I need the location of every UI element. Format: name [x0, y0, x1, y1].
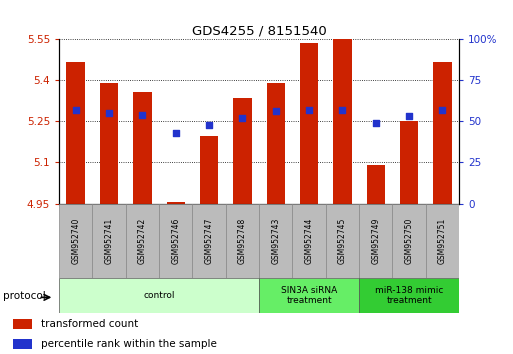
Point [371, 120, 380, 126]
Text: GSM952750: GSM952750 [405, 217, 413, 264]
Bar [367, 165, 385, 204]
Bar [167, 202, 185, 204]
Bar [426, 204, 459, 278]
Text: miR-138 mimic
treatment: miR-138 mimic treatment [375, 286, 443, 305]
Point [138, 112, 147, 118]
Text: protocol: protocol [3, 291, 45, 301]
Bar [400, 121, 418, 204]
Text: GSM952746: GSM952746 [171, 217, 180, 264]
Text: SIN3A siRNA
treatment: SIN3A siRNA treatment [281, 286, 337, 305]
Text: percentile rank within the sample: percentile rank within the sample [41, 339, 217, 349]
Point [171, 130, 180, 136]
Bar [259, 204, 292, 278]
Bar [259, 278, 359, 313]
Bar [300, 43, 318, 204]
Text: GSM952748: GSM952748 [238, 218, 247, 264]
Text: GSM952742: GSM952742 [138, 218, 147, 264]
Bar [233, 98, 251, 204]
Text: GSM952741: GSM952741 [105, 218, 113, 264]
Bar [359, 278, 459, 313]
Point [71, 107, 80, 113]
Bar [200, 136, 218, 204]
Bar [326, 204, 359, 278]
Bar [292, 204, 326, 278]
Bar [13, 319, 32, 329]
Bar [13, 339, 32, 349]
Point [238, 115, 246, 121]
Text: GSM952744: GSM952744 [305, 217, 313, 264]
Text: GSM952740: GSM952740 [71, 217, 80, 264]
Bar [133, 92, 151, 204]
Text: transformed count: transformed count [41, 319, 139, 329]
Bar [333, 39, 351, 204]
Bar [126, 204, 159, 278]
Bar [67, 62, 85, 204]
Bar [192, 204, 226, 278]
Text: GSM952749: GSM952749 [371, 217, 380, 264]
Bar [59, 278, 259, 313]
Text: GSM952745: GSM952745 [338, 217, 347, 264]
Bar [159, 204, 192, 278]
Bar [92, 204, 126, 278]
Point [338, 107, 346, 113]
Bar [392, 204, 426, 278]
Text: GSM952743: GSM952743 [271, 217, 280, 264]
Point [305, 107, 313, 113]
Point [205, 122, 213, 127]
Point [105, 110, 113, 116]
Text: control: control [143, 291, 175, 300]
Bar [359, 204, 392, 278]
Bar [100, 83, 118, 204]
Bar [267, 83, 285, 204]
Title: GDS4255 / 8151540: GDS4255 / 8151540 [192, 25, 326, 38]
Point [405, 114, 413, 119]
Text: GSM952751: GSM952751 [438, 218, 447, 264]
Text: GSM952747: GSM952747 [205, 217, 213, 264]
Bar [433, 62, 451, 204]
Point [271, 109, 280, 114]
Bar [226, 204, 259, 278]
Bar [59, 204, 92, 278]
Point [438, 107, 446, 113]
